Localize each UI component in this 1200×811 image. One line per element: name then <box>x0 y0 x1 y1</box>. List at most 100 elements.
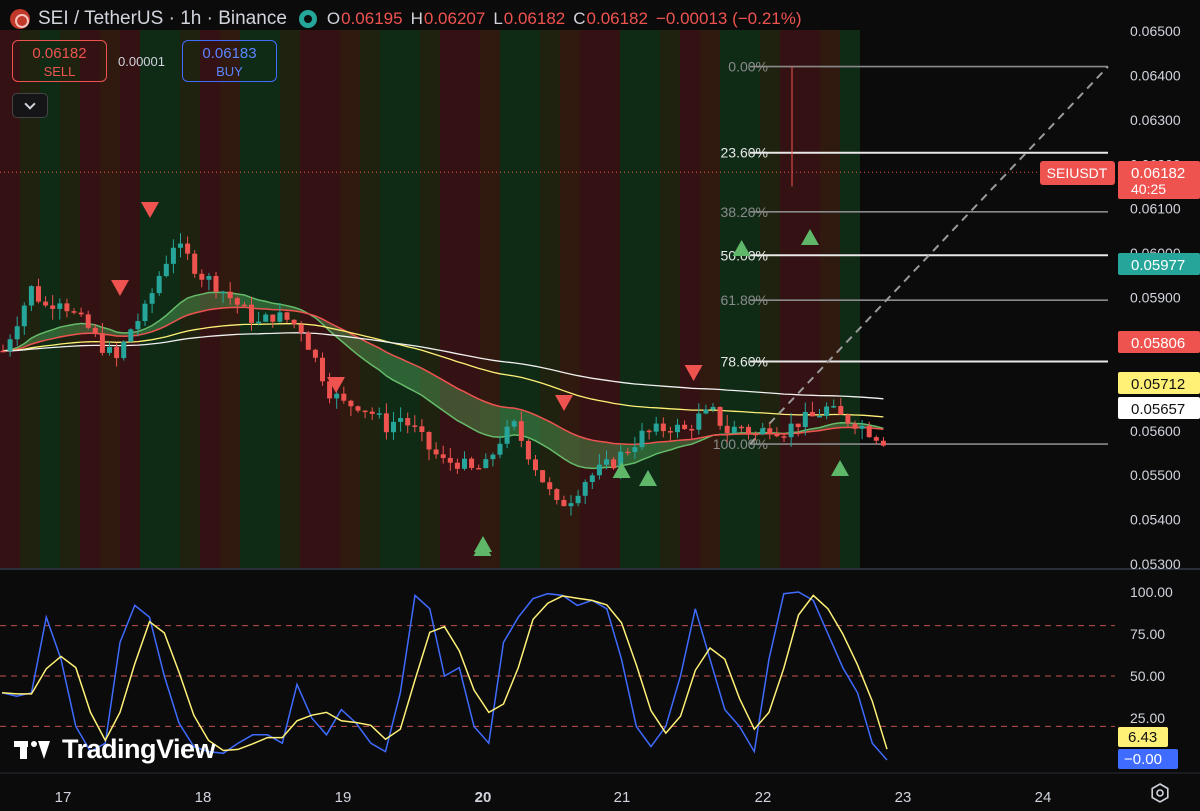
candle-body[interactable] <box>0 350 6 353</box>
candle-body[interactable] <box>795 423 801 428</box>
collapse-button[interactable] <box>12 93 48 118</box>
candle-body[interactable] <box>341 393 347 401</box>
candle-body[interactable] <box>433 449 439 455</box>
candle-body[interactable] <box>121 341 127 359</box>
candle-body[interactable] <box>249 304 254 323</box>
candle-body[interactable] <box>540 470 546 483</box>
candle-body[interactable] <box>334 393 340 399</box>
candle-body[interactable] <box>312 349 318 358</box>
candle-body[interactable] <box>611 459 617 469</box>
candle-body[interactable] <box>220 291 226 294</box>
candle-body[interactable] <box>696 413 702 430</box>
candle-body[interactable] <box>582 482 588 496</box>
candle-body[interactable] <box>625 451 631 454</box>
candle-body[interactable] <box>170 247 176 264</box>
candle-body[interactable] <box>454 462 460 469</box>
candle-body[interactable] <box>589 475 595 483</box>
candle-body[interactable] <box>689 429 695 431</box>
candle-body[interactable] <box>383 413 389 433</box>
candle-body[interactable] <box>809 411 815 417</box>
candle-body[interactable] <box>284 312 290 320</box>
candle-body[interactable] <box>163 263 169 277</box>
candle-body[interactable] <box>746 426 751 434</box>
candle-body[interactable] <box>717 406 723 426</box>
candle-body[interactable] <box>831 406 837 408</box>
candle-body[interactable] <box>298 324 304 333</box>
candle-body[interactable] <box>107 347 112 353</box>
candle-body[interactable] <box>199 273 205 280</box>
candle-body[interactable] <box>675 424 680 433</box>
candle-body[interactable] <box>845 414 851 424</box>
candle-body[interactable] <box>85 314 91 328</box>
candle-body[interactable] <box>270 314 276 322</box>
candle-body[interactable] <box>14 326 20 340</box>
candle-body[interactable] <box>703 409 709 414</box>
candle-body[interactable] <box>419 426 425 433</box>
candle-body[interactable] <box>866 425 872 438</box>
candle-body[interactable] <box>234 298 240 305</box>
candle-body[interactable] <box>135 321 141 330</box>
candle-body[interactable] <box>490 454 496 460</box>
candle-body[interactable] <box>43 301 49 306</box>
candle-body[interactable] <box>682 424 688 430</box>
candle-body[interactable] <box>440 454 446 458</box>
candle-body[interactable] <box>788 423 794 438</box>
candle-body[interactable] <box>817 415 822 418</box>
candle-body[interactable] <box>511 421 517 427</box>
candle-body[interactable] <box>838 406 844 415</box>
candle-body[interactable] <box>447 457 453 463</box>
candle-body[interactable] <box>710 406 716 410</box>
candle-body[interactable] <box>753 433 759 436</box>
candle-body[interactable] <box>213 276 219 292</box>
candle-body[interactable] <box>738 426 744 429</box>
candle-body[interactable] <box>241 304 247 307</box>
candle-body[interactable] <box>291 319 297 325</box>
symbol-title[interactable]: SEI / TetherUS · 1h · Binance <box>38 8 287 29</box>
candle-body[interactable] <box>483 459 489 469</box>
candle-body[interactable] <box>561 500 567 507</box>
candle-body[interactable] <box>71 311 77 313</box>
buy-button[interactable]: 0.06183 BUY <box>182 40 277 82</box>
candle-body[interactable] <box>348 400 354 407</box>
candle-body[interactable] <box>50 305 56 309</box>
candle-body[interactable] <box>21 305 27 327</box>
candle-body[interactable] <box>405 418 411 426</box>
candle-body[interactable] <box>256 321 262 324</box>
candle-body[interactable] <box>206 276 212 280</box>
candle-body[interactable] <box>824 406 830 416</box>
candle-body[interactable] <box>178 243 183 248</box>
candle-body[interactable] <box>660 423 666 432</box>
candle-body[interactable] <box>128 329 134 342</box>
candle-body[interactable] <box>376 413 382 415</box>
candle-body[interactable] <box>412 425 418 427</box>
candle-body[interactable] <box>554 489 560 501</box>
candle-body[interactable] <box>724 425 730 434</box>
candle-body[interactable] <box>632 447 638 452</box>
candle-body[interactable] <box>774 434 780 437</box>
candle-body[interactable] <box>92 327 98 334</box>
candle-body[interactable] <box>355 406 361 411</box>
candle-body[interactable] <box>767 428 773 435</box>
candle-body[interactable] <box>398 418 404 422</box>
candle-body[interactable] <box>497 443 503 455</box>
candle-body[interactable] <box>859 425 865 429</box>
candle-body[interactable] <box>263 314 269 322</box>
candle-body[interactable] <box>476 467 482 470</box>
candle-body[interactable] <box>518 421 524 441</box>
candle-body[interactable] <box>305 332 311 350</box>
candle-body[interactable] <box>156 276 162 294</box>
candle-body[interactable] <box>78 312 84 315</box>
candle-body[interactable] <box>547 482 553 490</box>
candle-body[interactable] <box>653 423 659 432</box>
candle-body[interactable] <box>28 286 34 306</box>
candle-body[interactable] <box>504 426 510 444</box>
candle-body[interactable] <box>639 430 645 448</box>
candle-body[interactable] <box>149 293 155 304</box>
candle-body[interactable] <box>462 458 467 469</box>
candle-body[interactable] <box>277 312 283 322</box>
candle-body[interactable] <box>667 431 673 433</box>
candle-body[interactable] <box>525 440 531 460</box>
candle-body[interactable] <box>57 303 63 309</box>
candle-body[interactable] <box>142 303 148 322</box>
